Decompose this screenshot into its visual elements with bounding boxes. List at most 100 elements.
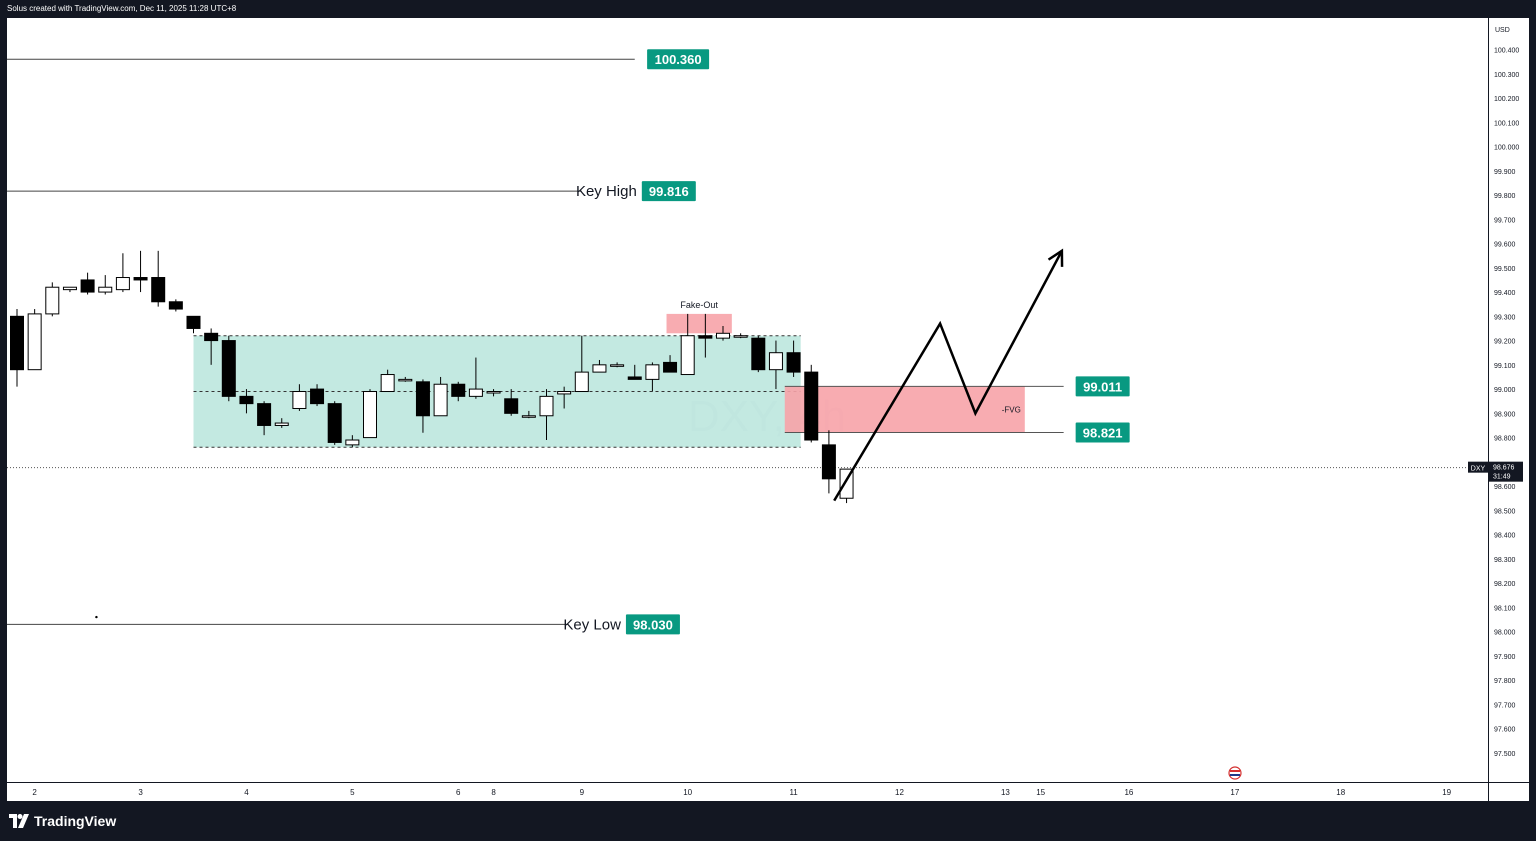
bullish-candle xyxy=(521,415,536,418)
price-tick-label: 99.500 xyxy=(1494,266,1516,273)
symbol-tag-label: DXY xyxy=(1471,466,1486,473)
bullish-candle xyxy=(468,388,483,397)
credit-bar: Solus created with TradingView.com, Dec … xyxy=(0,0,1536,18)
bullish-candle xyxy=(274,422,289,426)
price-tick-label: 100.200 xyxy=(1494,96,1519,103)
bearish-candle xyxy=(168,301,183,310)
price-tick-label: 100.100 xyxy=(1494,120,1519,127)
bearish-candle xyxy=(221,340,236,397)
bullish-candle xyxy=(62,286,77,291)
bearish-candle xyxy=(204,332,219,342)
fvg-price-badge-label: 99.011 xyxy=(1083,379,1122,394)
price-tick-label: 99.400 xyxy=(1494,290,1516,297)
time-tick-label: 17 xyxy=(1230,788,1239,797)
price-tick-label: 98.600 xyxy=(1494,484,1516,491)
price-axis-svg: USD 100.400 100.300 100.200 100.100 100.000 99… xyxy=(1489,27,1523,758)
axis-corner xyxy=(1489,783,1529,801)
bearish-candle xyxy=(751,337,766,371)
price-tick-label: 97.600 xyxy=(1494,727,1516,734)
price-tick-label: 99.900 xyxy=(1494,169,1516,176)
bullish-candle xyxy=(98,286,113,293)
price-chart[interactable]: DXY, 4hFake-Out-FVG99.01198.821100.36099… xyxy=(7,18,1488,782)
price-tick-label: 98.000 xyxy=(1494,630,1516,637)
time-axis-svg: 2 3 4 5 6 8 9 10 11 12 13 15 16 17 18 19 xyxy=(32,788,1451,797)
bullish-candle xyxy=(486,391,501,394)
chart-plot-area[interactable]: DXY, 4hFake-Out-FVG99.01198.821100.36099… xyxy=(7,18,1488,782)
fvg-price-badge-label: 98.821 xyxy=(1083,426,1123,441)
bearish-candle xyxy=(80,279,95,293)
price-tick-label: 98.100 xyxy=(1494,605,1516,612)
bullish-candle xyxy=(292,391,307,409)
tradingview-logo[interactable]: TradingView xyxy=(9,811,116,831)
price-tick-label: 97.700 xyxy=(1494,702,1516,709)
bearish-candle xyxy=(327,403,342,443)
bullish-candle xyxy=(574,371,589,393)
price-tick-label: 100.000 xyxy=(1494,145,1519,152)
bullish-candle xyxy=(345,439,360,446)
time-tick-label: 5 xyxy=(350,788,355,797)
time-axis[interactable]: 2 3 4 5 6 8 9 10 11 12 13 15 16 17 18 19 xyxy=(7,783,1488,801)
bullish-candle xyxy=(115,277,130,291)
last-price-value: 98.676 xyxy=(1493,465,1515,472)
bearish-candle xyxy=(415,381,430,417)
bullish-candle xyxy=(768,352,783,371)
time-tick-label: 15 xyxy=(1036,788,1045,797)
price-tick-label: 97.500 xyxy=(1494,751,1516,758)
time-tick-label: 3 xyxy=(138,788,143,797)
fvg-price-badge xyxy=(1075,422,1130,443)
price-tick-label: 99.600 xyxy=(1494,242,1516,249)
bearish-candle xyxy=(451,383,466,397)
bearish-candle xyxy=(698,335,713,339)
key-level-badge-label: 100.360 xyxy=(655,52,702,67)
symbol-tag-box xyxy=(1468,461,1488,473)
price-axis[interactable]: USD 100.400 100.300 100.200 100.100 100.000 99… xyxy=(1489,18,1529,782)
key-level-badge xyxy=(641,181,696,202)
time-tick-label: 12 xyxy=(895,788,904,797)
projection-arrowhead xyxy=(1047,248,1064,267)
time-tick-label: 4 xyxy=(244,788,249,797)
bearish-candle xyxy=(239,395,254,405)
bullish-candle xyxy=(645,364,660,380)
price-tick-label: 99.200 xyxy=(1494,339,1516,346)
last-price-tag-box xyxy=(1489,461,1523,482)
bearish-candle xyxy=(627,376,642,380)
bearish-candle xyxy=(663,361,678,373)
projection-path xyxy=(833,250,1063,502)
bearish-candle xyxy=(186,315,201,329)
bearish-candle xyxy=(10,315,24,371)
price-tick-label: 99.800 xyxy=(1494,193,1516,200)
bearish-candle xyxy=(504,398,519,414)
fvg-label: -FVG xyxy=(1002,405,1021,414)
time-tick-label: 13 xyxy=(1001,788,1010,797)
credit-text: Solus created with TradingView.com, Dec … xyxy=(7,4,237,13)
price-tick-label: 98.200 xyxy=(1494,581,1516,588)
bullish-candle xyxy=(380,374,395,393)
fake-out-label: Fake-Out xyxy=(680,300,718,310)
bullish-candle xyxy=(27,313,42,371)
time-tick-label: 2 xyxy=(32,788,37,797)
key-level-text: Key High xyxy=(576,183,637,200)
bullish-candle xyxy=(557,391,572,395)
price-tick-label: 99.300 xyxy=(1494,314,1516,321)
key-level-badge-label: 99.816 xyxy=(649,184,689,199)
time-tick-label: 18 xyxy=(1336,788,1345,797)
bearish-candle xyxy=(151,277,166,303)
bearish-candle xyxy=(257,403,272,426)
time-tick-label: 9 xyxy=(580,788,585,797)
price-tick-label: 98.500 xyxy=(1494,508,1516,515)
tradingview-logo-text: TradingView xyxy=(34,813,117,829)
price-tick-label: 100.400 xyxy=(1494,48,1519,55)
bullish-candle xyxy=(433,383,448,417)
footer-bar: TradingView xyxy=(0,801,1536,841)
key-level-badge xyxy=(647,49,710,70)
tradingview-logo-icon xyxy=(9,814,29,828)
bullish-candle xyxy=(398,378,413,382)
bearish-candle xyxy=(133,277,148,281)
bullish-candle xyxy=(733,335,748,338)
price-tick-label: 98.800 xyxy=(1494,436,1516,443)
stray-dot xyxy=(95,615,98,619)
bullish-candle xyxy=(539,395,554,417)
bar-countdown: 31:49 xyxy=(1493,474,1511,481)
bearish-candle xyxy=(786,352,801,373)
bearish-candle xyxy=(821,444,836,480)
